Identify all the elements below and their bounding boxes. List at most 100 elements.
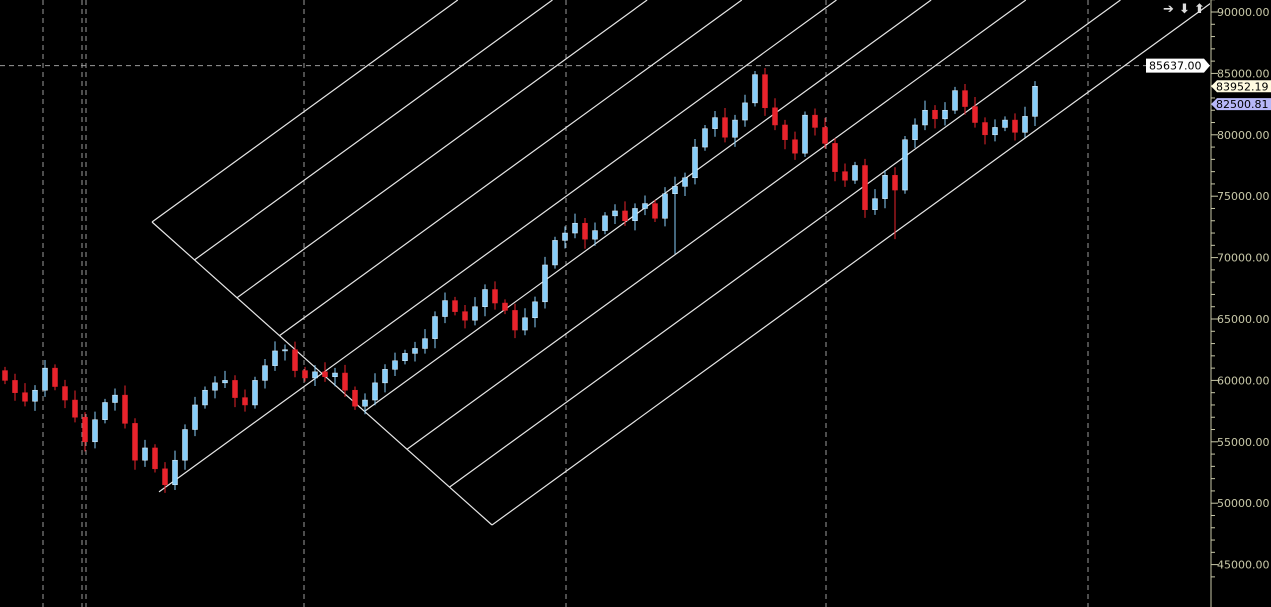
candle-down (972, 106, 978, 123)
candle-down (782, 124, 788, 140)
candle-down (12, 380, 18, 393)
candle-up (1022, 116, 1028, 133)
candle-up (912, 124, 918, 140)
candle-down (982, 122, 988, 136)
candle-up (202, 389, 208, 406)
candle-down (842, 171, 848, 181)
candle-up (432, 316, 438, 339)
candle-down (1012, 119, 1018, 133)
candle-down (772, 107, 778, 126)
axis-tick-label: 75000.00 (1217, 190, 1270, 203)
candle-up (802, 114, 808, 154)
candle-down (292, 349, 298, 371)
candle-up (752, 74, 758, 104)
candle-up (182, 429, 188, 461)
candle-down (242, 397, 248, 406)
arrow-right-icon[interactable]: ➔ (1163, 2, 1174, 17)
axis-tick-label: 55000.00 (1217, 436, 1270, 449)
candle-up (672, 186, 678, 194)
candle-up (212, 382, 218, 391)
candle-up (992, 127, 998, 136)
candle-up (642, 203, 648, 209)
candle-up (392, 360, 398, 370)
candle-down (302, 370, 308, 379)
candle-up (272, 350, 278, 366)
candle-up (402, 353, 408, 362)
candle-up (702, 128, 708, 148)
candle-up (522, 317, 528, 331)
arrow-up-icon[interactable]: ⬆ (1194, 2, 1205, 17)
candle-down (162, 468, 168, 486)
candle-up (732, 119, 738, 138)
channel-line (279, 0, 743, 337)
candle-up (532, 301, 538, 319)
candle-up (882, 175, 888, 199)
candle-up (372, 382, 378, 401)
candle-up (382, 369, 388, 384)
candle-down (122, 394, 128, 424)
candle-down (812, 114, 818, 128)
candle-up (612, 210, 618, 217)
axis-tick-label: 50000.00 (1217, 497, 1270, 510)
candle-down (342, 372, 348, 391)
candle-up (42, 367, 48, 391)
channel-line (364, 0, 932, 412)
candle-down (762, 74, 768, 109)
candle-up (682, 177, 688, 187)
candle-up (92, 419, 98, 443)
candle-up (542, 264, 548, 303)
candle-down (82, 416, 88, 443)
candle-up (572, 222, 578, 234)
candle-up (472, 306, 478, 321)
price-label: 83952.19 (1216, 80, 1269, 93)
arrow-down-icon[interactable]: ⬇ (1179, 2, 1190, 17)
candle-down (862, 165, 868, 210)
candle-up (172, 459, 178, 486)
candle-down (152, 447, 158, 470)
candle-up (252, 380, 258, 406)
channel-line (194, 0, 553, 261)
candle-up (1032, 86, 1038, 117)
candle-up (712, 117, 718, 129)
candle-down (792, 139, 798, 154)
axis-tick-label: 70000.00 (1217, 252, 1270, 265)
candle-up (952, 90, 958, 111)
candle-up (362, 399, 368, 407)
axis-tick-label: 60000.00 (1217, 374, 1270, 387)
candle-up (552, 240, 558, 266)
axis-tick-label: 65000.00 (1217, 313, 1270, 326)
candle-down (892, 175, 898, 191)
candle-up (112, 394, 118, 403)
candle-down (622, 210, 628, 222)
candle-up (592, 230, 598, 240)
candle-down (932, 109, 938, 120)
channel-line (406, 0, 1027, 450)
candle-up (32, 389, 38, 402)
channel-line (158, 0, 837, 493)
candle-up (562, 232, 568, 241)
candle-up (662, 193, 668, 219)
candle-up (282, 349, 288, 352)
channel-line (449, 0, 1121, 488)
candle-down (22, 392, 28, 402)
candle-down (462, 311, 468, 321)
axis-tick-label: 90000.00 (1217, 6, 1270, 19)
candle-up (922, 109, 928, 126)
candle-up (422, 338, 428, 349)
candle-down (352, 389, 358, 407)
candle-down (492, 289, 498, 304)
axis-tick-label: 85000.00 (1217, 67, 1270, 80)
candle-up (192, 404, 198, 430)
candle-up (902, 139, 908, 191)
candle-down (132, 423, 138, 461)
candle-up (412, 348, 418, 354)
candle-up (142, 447, 148, 461)
candle-up (442, 300, 448, 317)
candle-down (452, 300, 458, 312)
price-label: 85637.00 (1149, 60, 1202, 73)
candle-down (62, 386, 68, 401)
candle-up (692, 146, 698, 179)
candle-down (232, 380, 238, 398)
